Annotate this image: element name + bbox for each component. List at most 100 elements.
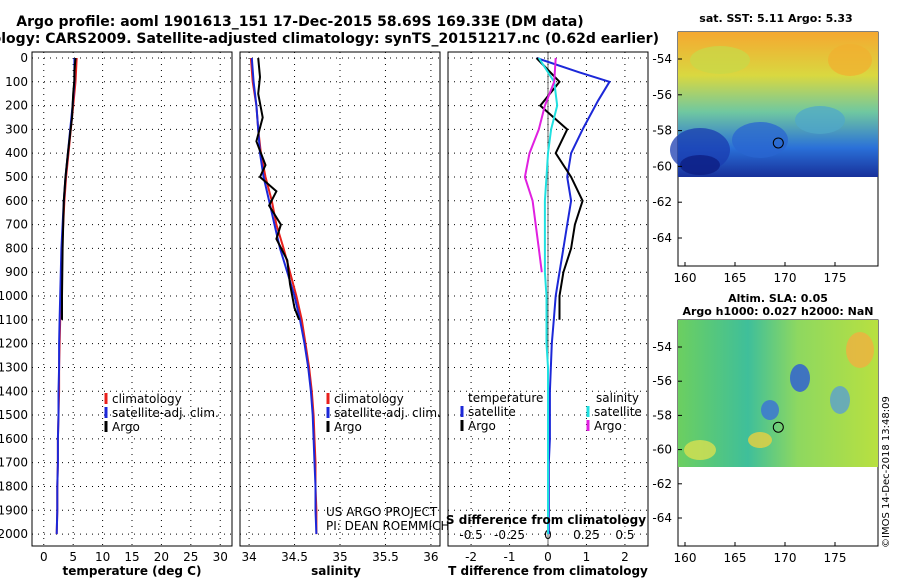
salinity-argo-line xyxy=(255,57,301,321)
temperature-tick-label: 15 xyxy=(124,550,139,564)
sst-field-patch xyxy=(795,106,845,134)
sla-field-patch xyxy=(748,432,772,448)
salinity-tick-label: 34.5 xyxy=(281,550,308,564)
difference-tick-label: 0 xyxy=(544,550,552,564)
legend-s-satellite: satellite xyxy=(594,405,642,419)
map-lon-tick-label: 165 xyxy=(724,551,747,565)
difference-xlabel: T difference from climatology xyxy=(448,564,648,578)
difference-legend: temperature satellite Argo salinity sate… xyxy=(460,391,642,433)
map-lon-tick-label: 165 xyxy=(724,271,747,285)
depth-tick-label: 1300 xyxy=(0,360,28,374)
temperature-argo-line xyxy=(61,57,77,320)
map-lat-tick-label: -58 xyxy=(652,124,672,138)
temperature-xlabel: temperature (deg C) xyxy=(63,564,202,578)
salinity-tick-label: 35 xyxy=(332,550,347,564)
legend-temperature-title: temperature xyxy=(468,391,543,405)
sla-field-patch xyxy=(830,386,850,414)
salinity-tick-label: 34 xyxy=(241,550,256,564)
s-difference-tick-label: 0.25 xyxy=(573,528,600,542)
depth-tick-label: 1000 xyxy=(0,289,28,303)
legend-s-argo: Argo xyxy=(594,419,622,433)
temperature-legend: climatology satellite-adj. clim. Argo xyxy=(104,392,219,434)
depth-tick-label: 1800 xyxy=(0,479,28,493)
depth-tick-label: 800 xyxy=(5,241,28,255)
map-lon-tick-label: 175 xyxy=(824,271,847,285)
s-difference-tick-label: -0.5 xyxy=(459,528,482,542)
map-lat-tick-label: -60 xyxy=(652,159,672,173)
sla-field-features xyxy=(684,332,874,460)
difference-temperature-satellite-line xyxy=(536,57,612,535)
sla-field-patch xyxy=(846,332,874,368)
figure-title-line1: Argo profile: aoml 1901613_151 17-Dec-20… xyxy=(16,14,583,30)
s-difference-tick-label: 0.5 xyxy=(615,528,634,542)
map-lat-tick-label: -64 xyxy=(652,231,672,245)
map-lat-tick-label: -54 xyxy=(652,340,672,354)
depth-tick-label: 300 xyxy=(5,122,28,136)
map-lat-tick-label: -56 xyxy=(652,88,672,102)
legend-salinity-title: salinity xyxy=(596,391,639,405)
depth-tick-label: 2000 xyxy=(0,527,28,541)
depth-tick-label: 1100 xyxy=(0,313,28,327)
sla-map-title-line1: Altim. SLA: 0.05 xyxy=(728,292,828,305)
depth-tick-label: 0 xyxy=(20,51,28,65)
sla-map-title-line2: Argo h1000: 0.027 h2000: NaN xyxy=(682,305,873,318)
depth-axis: 0 100 200 300 400 500 600 700 800 900 1000 1100 1200… xyxy=(0,51,28,541)
map-lat-tick-label: -64 xyxy=(652,511,672,525)
temperature-tick-label: 5 xyxy=(69,550,77,564)
depth-tick-label: 1600 xyxy=(0,432,28,446)
project-note-line1: US ARGO PROJECT xyxy=(326,505,438,519)
legend-satellite: satellite-adj. clim. xyxy=(334,406,441,420)
legend-t-argo: Argo xyxy=(468,419,496,433)
s-difference-tick-label: -0.25 xyxy=(494,528,525,542)
sla-field-patch xyxy=(761,400,779,420)
difference-temperature-argo-line xyxy=(535,57,584,320)
sst-map-title: sat. SST: 5.11 Argo: 5.33 xyxy=(699,12,852,25)
depth-tick-label: 900 xyxy=(5,265,28,279)
map-lon-tick-label: 175 xyxy=(824,551,847,565)
map-lat-tick-label: -56 xyxy=(652,374,672,388)
depth-tick-label: 100 xyxy=(5,75,28,89)
temperature-tick-label: 30 xyxy=(213,550,228,564)
map-lat-tick-label: -54 xyxy=(652,52,672,66)
sla-map-axes: -54 -56 -58 -60 -62 -64 160 165 170 175 xyxy=(652,340,846,565)
s-difference-tick-label: 0 xyxy=(544,528,552,542)
legend-argo: Argo xyxy=(112,420,140,434)
depth-tick-label: 1900 xyxy=(0,503,28,517)
depth-tick-label: 400 xyxy=(5,146,28,160)
depth-tick-label: 600 xyxy=(5,194,28,208)
legend-t-satellite: satellite xyxy=(468,405,516,419)
depth-tick-label: 700 xyxy=(5,218,28,232)
depth-tick-label: 200 xyxy=(5,99,28,113)
map-lon-tick-label: 170 xyxy=(774,271,797,285)
project-note-line2: PI: DEAN ROEMMICH xyxy=(326,519,449,533)
depth-tick-label: 500 xyxy=(5,170,28,184)
salinity-tick-label: 36 xyxy=(423,550,438,564)
copyright-side-label: ©IMOS 14-Dec-2018 13:48:09 xyxy=(881,396,892,548)
sst-profile-marker xyxy=(772,137,784,149)
legend-climatology: climatology xyxy=(112,392,182,406)
map-lon-tick-label: 170 xyxy=(774,551,797,565)
legend-satellite: satellite-adj. clim. xyxy=(112,406,219,420)
difference-tick-label: 2 xyxy=(621,550,629,564)
sla-field-patch xyxy=(684,440,716,460)
depth-tick-label: 1500 xyxy=(0,408,28,422)
salinity-tick-label: 35.5 xyxy=(372,550,399,564)
difference-tick-label: -1 xyxy=(504,550,516,564)
temperature-tick-label: 10 xyxy=(95,550,110,564)
sst-field-patch xyxy=(690,46,750,74)
sla-field-patch xyxy=(790,364,810,392)
map-lat-tick-label: -62 xyxy=(652,477,672,491)
sst-field-patch xyxy=(680,155,720,175)
s-difference-label: S difference from climatology xyxy=(446,513,646,527)
temperature-tick-label: 0 xyxy=(40,550,48,564)
map-lon-tick-label: 160 xyxy=(674,271,697,285)
salinity-xlabel: salinity xyxy=(311,564,361,578)
depth-tick-label: 1400 xyxy=(0,384,28,398)
depth-tick-label: 1700 xyxy=(0,456,28,470)
figure-title-line2: Climatology: CARS2009. Satellite-adjuste… xyxy=(0,31,659,47)
map-lat-tick-label: -58 xyxy=(652,408,672,422)
map-lon-tick-label: 160 xyxy=(674,551,697,565)
difference-salinity-argo-line xyxy=(523,57,557,273)
map-lat-tick-label: -60 xyxy=(652,443,672,457)
difference-tick-label: -2 xyxy=(465,550,477,564)
